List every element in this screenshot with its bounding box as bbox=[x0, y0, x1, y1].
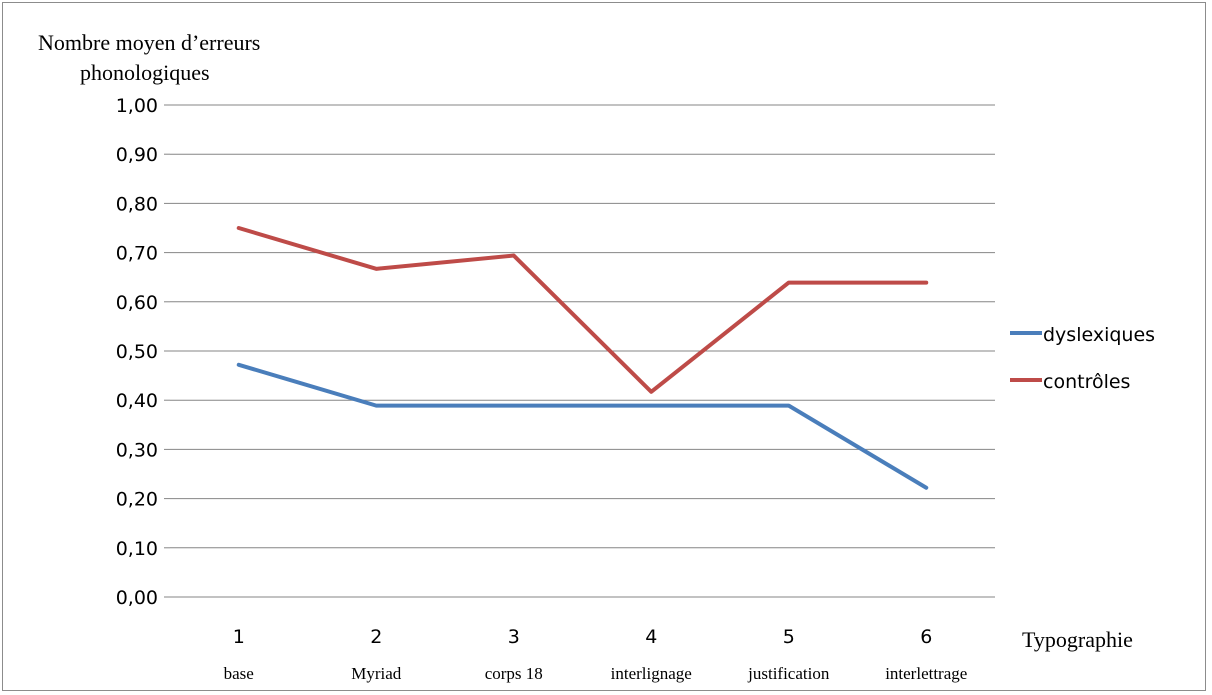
y-axis-title-line1: Nombre moyen d’erreurs bbox=[38, 30, 261, 55]
y-tick-label: 0,70 bbox=[116, 243, 158, 265]
x-axis-title: Typographie bbox=[1022, 627, 1133, 652]
y-tick-label: 0,20 bbox=[116, 489, 158, 511]
x-tick-label: 2 bbox=[370, 626, 382, 648]
y-tick-label: 1,00 bbox=[116, 95, 158, 117]
x-category-label: Myriad bbox=[351, 664, 402, 683]
legend-label: contrôles bbox=[1043, 371, 1130, 393]
y-tick-label: 0,60 bbox=[116, 292, 158, 314]
x-tick-label: 4 bbox=[645, 626, 657, 648]
x-tick-label: 5 bbox=[783, 626, 795, 648]
y-tick-label: 0,90 bbox=[116, 144, 158, 166]
x-category-label: corps 18 bbox=[485, 664, 543, 683]
y-tick-label: 0,30 bbox=[116, 439, 158, 461]
x-category-label: interlignage bbox=[611, 664, 692, 683]
series-line-dyslexiques bbox=[236, 362, 929, 490]
y-axis-title-line2: phonologiques bbox=[80, 60, 210, 85]
legend-label: dyslexiques bbox=[1043, 324, 1155, 346]
x-category-label: interlettrage bbox=[885, 664, 967, 683]
x-tick-label: 6 bbox=[920, 626, 932, 648]
y-tick-label: 0,50 bbox=[116, 341, 158, 363]
series-line-contrôles bbox=[236, 226, 929, 394]
x-category-label: base bbox=[224, 664, 254, 683]
y-tick-label: 0,40 bbox=[116, 390, 158, 412]
y-tick-label: 0,10 bbox=[116, 538, 158, 560]
x-tick-label: 3 bbox=[508, 626, 520, 648]
y-tick-label: 0,00 bbox=[116, 587, 158, 609]
x-category-label: justification bbox=[747, 664, 830, 683]
x-tick-label: 1 bbox=[233, 626, 245, 648]
y-tick-label: 0,80 bbox=[116, 193, 158, 215]
